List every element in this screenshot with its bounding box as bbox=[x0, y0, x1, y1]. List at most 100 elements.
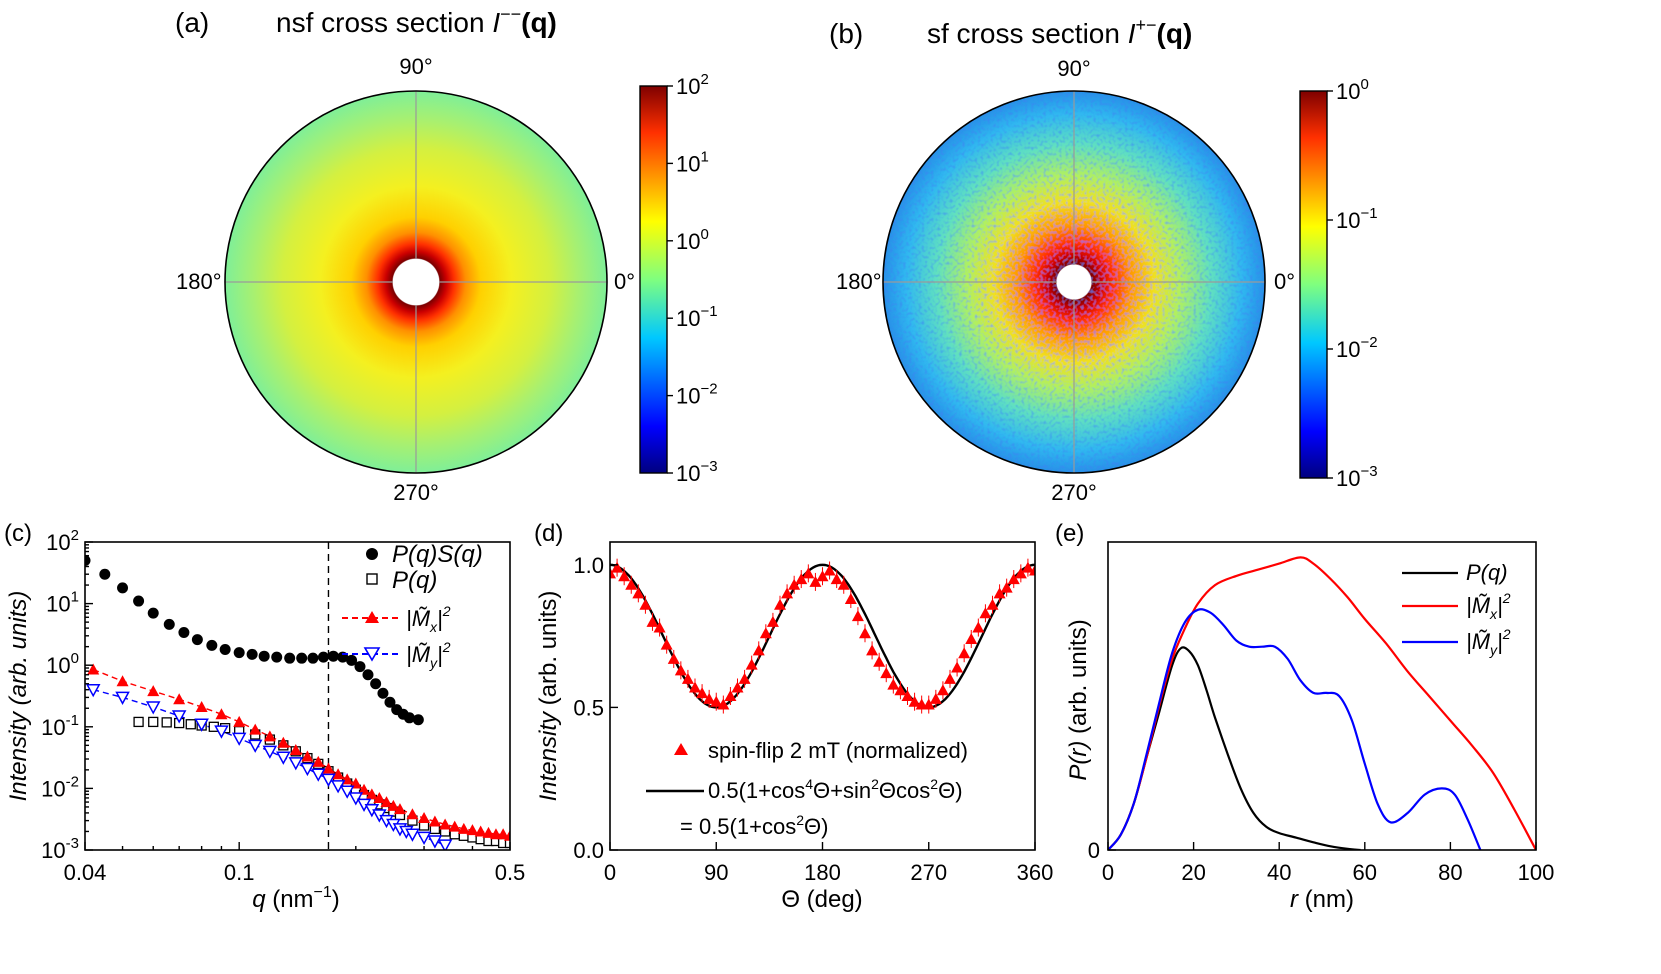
panel-c-xlabel: q (nm−1) bbox=[252, 884, 340, 913]
legend-d-text-1: spin-flip 2 mT (normalized) bbox=[708, 738, 968, 763]
panel-c-ylabel-2: 100 bbox=[46, 650, 79, 678]
panel-a-title-text: nsf cross section bbox=[276, 7, 492, 38]
panel-e-label: (e) bbox=[1055, 520, 1084, 547]
panel-c-xlabel-close: ) bbox=[332, 886, 340, 913]
panel-c-s2-point-18 bbox=[365, 788, 378, 800]
panel-e-xlabel-tail: (nm) bbox=[1298, 886, 1354, 913]
panel-d-point-59 bbox=[1021, 561, 1034, 573]
panel-d-point-53 bbox=[979, 607, 992, 619]
panel-c-s2-point-19 bbox=[373, 791, 386, 803]
panel-a-title-symbol: I bbox=[492, 7, 500, 38]
legend-e-text-3-base: |M̃ bbox=[1466, 629, 1491, 654]
panel-c-s2-point-11 bbox=[301, 750, 314, 762]
legend-c-marker-4 bbox=[363, 647, 381, 662]
panel-c-s1-point-0 bbox=[133, 716, 144, 728]
panel-c-ylabel-1-exp: 1 bbox=[71, 589, 79, 606]
angle-b-180: 180° bbox=[836, 269, 882, 294]
panel-c-s0-point-23 bbox=[370, 678, 382, 690]
legend-d-text-3-c: Θ) bbox=[804, 814, 828, 839]
panel-d-point-5 bbox=[639, 598, 652, 610]
panel-c-s2-point-2 bbox=[147, 685, 160, 697]
panel-c-s2-point-0 bbox=[87, 663, 100, 675]
panel-d-point-0 bbox=[610, 567, 616, 579]
panel-d-point-29 bbox=[809, 575, 822, 587]
panel-d-point-51 bbox=[965, 632, 978, 644]
colorbar-a-label-5-base: 10 bbox=[676, 461, 700, 486]
panel-d-point-8 bbox=[660, 638, 673, 650]
panel-b-label: (b) bbox=[829, 18, 863, 49]
panel-c-s2-point-24 bbox=[418, 812, 431, 824]
panel-d-point-21 bbox=[752, 644, 765, 656]
legend-e-text-2: |M̃x|2 bbox=[1466, 590, 1511, 622]
panel-d-point-45 bbox=[922, 698, 935, 710]
panel-b: (b) sf cross section I+−(q) 90° 270° 180… bbox=[829, 15, 1378, 505]
panel-c-s2-point-25 bbox=[428, 815, 441, 827]
panel-d-point-43 bbox=[908, 695, 921, 707]
panel-c-s0-point-20 bbox=[346, 654, 358, 666]
panel-d-point-54 bbox=[986, 598, 999, 610]
panel-c-s3-point-13 bbox=[321, 773, 336, 787]
legend-c-marker-2 bbox=[366, 573, 378, 585]
panel-d-label: (d) bbox=[534, 520, 563, 547]
panel-d-point-4 bbox=[632, 587, 645, 599]
panel-c-s3-point-4 bbox=[194, 718, 209, 732]
panel-c-xlabel-exp: −1 bbox=[314, 884, 332, 901]
polar-map-a-border bbox=[224, 90, 608, 474]
colorbar-b-label-2-exp: −2 bbox=[1360, 334, 1377, 351]
panel-a-title-superscript: −− bbox=[500, 4, 521, 24]
panel-c-s3-point-7 bbox=[247, 739, 263, 753]
panel-d-ylabel-2: 1.0 bbox=[573, 553, 604, 578]
panel-c-s0-point-25 bbox=[384, 696, 396, 708]
polar-map-a-hole bbox=[393, 259, 439, 305]
legend-d-text-2-e: Θcos bbox=[879, 778, 930, 803]
panel-c-ylabel-2-base: 10 bbox=[46, 653, 70, 678]
colorbar-b-label-3-base: 10 bbox=[1336, 466, 1360, 491]
panel-d-point-60 bbox=[1029, 564, 1035, 576]
angle-b-270: 270° bbox=[1051, 480, 1097, 505]
legend-d-text-2-b: 4 bbox=[805, 776, 813, 792]
panel-c-ylabel-0-exp: 2 bbox=[71, 527, 79, 544]
panel-d-point-52 bbox=[972, 621, 985, 633]
colorbar-a-label-3: 10−1 bbox=[676, 303, 718, 331]
colorbar-a-label-3-base: 10 bbox=[676, 306, 700, 331]
panel-e-ylabel-tail: (arb. units) bbox=[1065, 619, 1092, 740]
angle-a-90: 90° bbox=[399, 54, 432, 79]
panel-d-point-57 bbox=[1007, 573, 1020, 585]
panel-d-point-55 bbox=[993, 587, 1006, 599]
panel-c-s0-point-6 bbox=[178, 626, 190, 638]
legend-c-marker-1 bbox=[366, 548, 378, 560]
panel-e-xlabel-italic: r bbox=[1290, 886, 1299, 913]
panel-d-point-56 bbox=[1000, 581, 1013, 593]
panel-e-legend: P(q) |M̃x|2 |M̃y|2 bbox=[1402, 560, 1511, 658]
panel-c-ylabel-5-base: 10 bbox=[41, 838, 65, 863]
panel-d-xlabel-1: 90 bbox=[704, 860, 728, 885]
panel-c-s0-point-11 bbox=[246, 648, 258, 660]
legend-d-text-2-d: 2 bbox=[871, 776, 879, 792]
polar-map-b-hole bbox=[1057, 265, 1091, 299]
legend-c-text-3-sub: x bbox=[429, 619, 438, 635]
panel-c-ylabel-1: 101 bbox=[46, 589, 79, 617]
panel-d-point-11 bbox=[681, 672, 694, 684]
colorbar-b-label-0-base: 10 bbox=[1336, 79, 1360, 104]
panel-d-point-9 bbox=[667, 652, 680, 664]
legend-c-text-3: |M̃x|2 bbox=[406, 603, 451, 635]
panel-d-point-19 bbox=[738, 672, 751, 684]
panel-c-s1-point-1 bbox=[148, 716, 159, 728]
panel-c-s2-point-31 bbox=[482, 826, 495, 838]
panel-c-s3-point-3 bbox=[171, 710, 187, 724]
panel-c-s0-point-7 bbox=[191, 634, 203, 646]
angle-a-270: 270° bbox=[393, 480, 439, 505]
panel-c-s3-point-11 bbox=[300, 762, 315, 777]
panel-c-s2-point-5 bbox=[215, 708, 228, 720]
panel-e-frame bbox=[1107, 541, 1537, 851]
legend-e-text-3: |M̃y|2 bbox=[1466, 626, 1511, 658]
panel-d-point-28 bbox=[802, 567, 815, 579]
panel-c-xlabel-unit: (nm bbox=[266, 886, 314, 913]
panel-d-point-27 bbox=[795, 573, 808, 585]
legend-d-text-2-c: Θ+sin bbox=[813, 778, 871, 803]
legend-c-text-3-base: |M̃ bbox=[406, 606, 431, 631]
panel-d-point-1 bbox=[611, 561, 624, 573]
